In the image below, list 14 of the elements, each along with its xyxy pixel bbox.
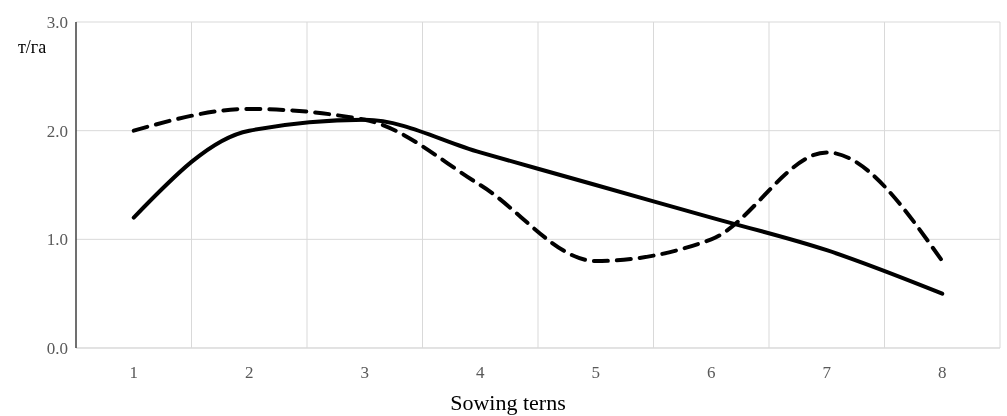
y-tick-label: 1.0: [46, 230, 68, 250]
x-tick-label: 1: [129, 363, 138, 382]
x-tick-label: 7: [822, 363, 832, 382]
y-tick-label: 3.0: [46, 12, 68, 32]
x-axis-title: Sowing terns: [450, 390, 566, 415]
x-tick-label: 8: [938, 363, 947, 382]
x-tick-label: 6: [707, 363, 716, 382]
x-tick-label: 4: [476, 363, 485, 382]
x-tick-label: 5: [591, 363, 600, 382]
x-tick-label: 3: [360, 363, 369, 382]
y-tick-label: 0.0: [46, 338, 68, 358]
y-tick-label: 2.0: [46, 121, 68, 141]
x-tick-label: 2: [245, 363, 254, 382]
y-axis-title: т/га: [17, 37, 47, 57]
